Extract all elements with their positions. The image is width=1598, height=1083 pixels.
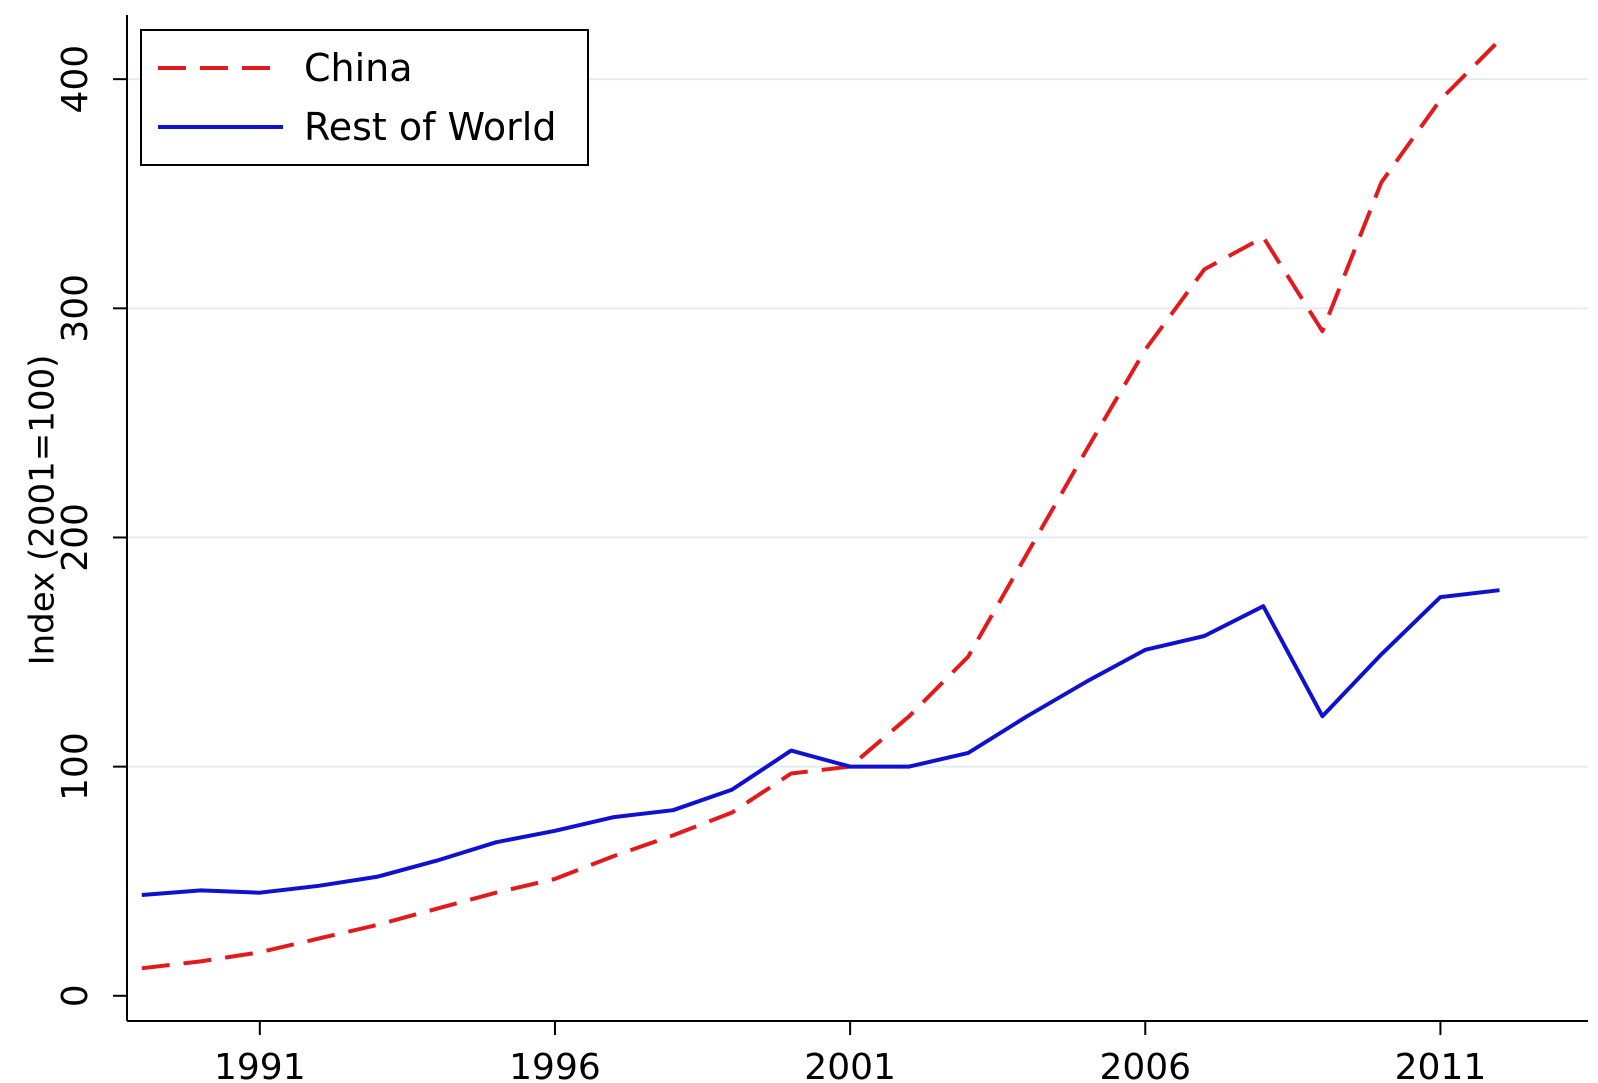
x-tick-label-1996: 1996 [509, 1047, 601, 1083]
y-tick-label-0: 0 [55, 984, 96, 1007]
y-tick-label-200: 200 [55, 503, 96, 572]
y-tick-label-400: 400 [55, 45, 96, 114]
legend: China Rest of World [140, 29, 589, 166]
x-ticks: 1991 1996 2001 2006 2011 [214, 1021, 1486, 1083]
axes [126, 15, 1588, 1022]
y-tick-label-100: 100 [55, 732, 96, 801]
x-tick-label-1991: 1991 [214, 1047, 306, 1083]
y-axis-title: Index (2001=100) [23, 355, 63, 666]
legend-label-china: China [304, 46, 413, 90]
x-tick-label-2006: 2006 [1099, 1047, 1191, 1083]
series-line-rest-of-world [141, 588, 1500, 897]
x-tick-label-2001: 2001 [804, 1047, 896, 1083]
y-tick-label-300: 300 [55, 274, 96, 343]
y-ticks: 0 100 200 300 400 [55, 45, 127, 1007]
x-tick-label-2011: 2011 [1395, 1047, 1487, 1083]
series-layer [141, 38, 1501, 971]
legend-box [140, 29, 589, 166]
series-line-china [141, 38, 1501, 971]
legend-label-rest-of-world: Rest of World [304, 105, 556, 149]
